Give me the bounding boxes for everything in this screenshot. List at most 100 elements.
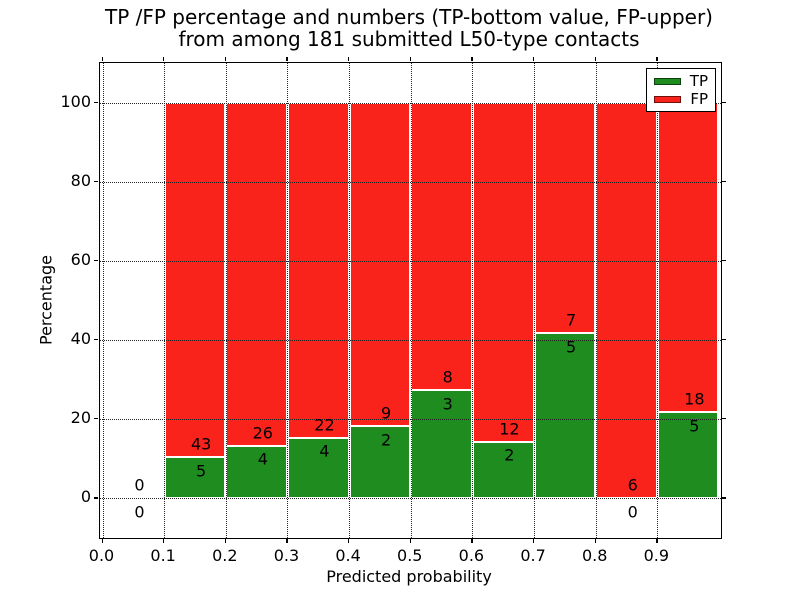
x-tick-mark xyxy=(656,56,658,61)
y-tick-mark xyxy=(93,418,98,420)
bar-fp-segment xyxy=(226,102,287,446)
x-tick-mark xyxy=(594,56,596,61)
x-tick-mark xyxy=(656,538,658,543)
tp-count-label: 3 xyxy=(442,394,453,414)
x-tick-mark xyxy=(163,56,165,61)
legend: TP FP xyxy=(646,68,716,112)
fp-count-label: 7 xyxy=(565,310,577,330)
x-tick-label: 0.3 xyxy=(273,546,300,565)
horizontal-grid-line xyxy=(100,498,721,500)
x-tick-mark xyxy=(286,56,288,61)
bar-tp-segment xyxy=(164,457,226,499)
fp-count-label: 9 xyxy=(381,403,392,423)
horizontal-grid-line xyxy=(100,181,721,183)
bar-fp-segment xyxy=(349,102,411,427)
fp-color-swatch xyxy=(654,95,681,103)
vertical-grid-line xyxy=(349,63,351,538)
tp-count-label: 5 xyxy=(689,416,700,436)
bar-fp-segment xyxy=(472,102,534,442)
x-tick-label: 0.0 xyxy=(88,546,115,565)
horizontal-grid-line xyxy=(100,260,721,262)
y-tick-mark xyxy=(721,418,726,420)
bar-tp-segment xyxy=(534,333,596,499)
bar-tp-segment xyxy=(411,390,472,499)
y-tick-mark xyxy=(721,101,726,103)
fp-count-label: 43 xyxy=(190,434,212,454)
tp-count-label: 4 xyxy=(319,441,330,461)
tp-count-label: 2 xyxy=(504,445,515,465)
y-tick-mark xyxy=(93,259,98,262)
vertical-grid-line xyxy=(472,63,474,538)
fp-count-label: 6 xyxy=(627,475,638,495)
tp-count-label: 0 xyxy=(627,502,638,522)
x-tick-label: 0.8 xyxy=(581,546,608,565)
bar-tp-segment xyxy=(287,437,349,499)
legend-label-tp: TP xyxy=(689,71,708,90)
plot-area: TP FP 0 0 43 5 26 4 22 4 9 2 8 3 12 2 7 5 6 0 18 5 xyxy=(99,62,722,539)
x-tick-label: 0.7 xyxy=(520,546,546,565)
vertical-grid-line xyxy=(657,63,659,538)
y-tick-mark xyxy=(721,180,726,182)
chart-title: TP /FP percentage and numbers (TP-bottom… xyxy=(105,6,713,50)
tp-count-label: 2 xyxy=(381,430,392,450)
x-tick-mark xyxy=(533,56,535,61)
y-tick-label: 100 xyxy=(60,91,91,111)
y-tick-mark xyxy=(721,339,726,341)
y-tick-label: 60 xyxy=(70,249,91,269)
bar-fp-segment xyxy=(164,102,226,458)
bar-tp-segment xyxy=(349,426,411,499)
horizontal-grid-line xyxy=(100,340,721,342)
fp-count-label: 0 xyxy=(134,475,145,495)
tp-count-label: 0 xyxy=(134,502,145,522)
legend-item-tp: TP xyxy=(654,71,708,90)
x-tick-label: 0.1 xyxy=(150,546,176,565)
bar-tp-segment xyxy=(226,445,287,499)
tp-color-swatch xyxy=(654,77,681,85)
x-tick-mark xyxy=(224,538,226,543)
y-tick-label: 20 xyxy=(70,408,91,428)
tp-count-label: 4 xyxy=(257,449,268,469)
vertical-grid-line xyxy=(287,63,289,538)
vertical-grid-line xyxy=(164,63,166,538)
chart-title-line2: from among 181 submitted L50-type contac… xyxy=(178,27,640,51)
y-tick-label: 80 xyxy=(70,170,91,190)
tp-count-label: 5 xyxy=(565,337,577,357)
y-tick-mark xyxy=(93,339,98,341)
y-tick-label: 0 xyxy=(80,487,91,507)
fp-count-label: 18 xyxy=(684,389,705,409)
bar-tp-segment xyxy=(472,441,534,499)
x-tick-mark xyxy=(286,538,288,543)
vertical-grid-line xyxy=(410,63,412,538)
x-tick-label: 0.6 xyxy=(458,546,485,565)
horizontal-grid-line xyxy=(100,419,721,421)
x-tick-label: 0.5 xyxy=(397,546,423,565)
x-tick-mark xyxy=(101,538,103,543)
bar-fp-segment xyxy=(534,102,596,334)
y-tick-mark xyxy=(93,180,98,182)
x-tick-mark xyxy=(101,56,103,61)
bar-fp-segment xyxy=(657,102,719,413)
x-tick-mark xyxy=(163,538,165,543)
y-tick-mark xyxy=(93,101,98,103)
x-tick-label: 0.4 xyxy=(335,546,361,565)
legend-item-fp: FP xyxy=(654,91,708,107)
y-tick-mark xyxy=(721,259,726,262)
fp-count-label: 26 xyxy=(252,423,273,443)
bar-fp-segment xyxy=(596,102,657,499)
x-tick-mark xyxy=(348,538,350,543)
x-tick-mark xyxy=(409,538,411,543)
bar-fp-segment xyxy=(287,102,349,438)
x-tick-label: 0.2 xyxy=(212,546,238,565)
fp-count-label: 8 xyxy=(442,367,453,387)
x-tick-mark xyxy=(471,56,473,61)
chart-title-line1: TP /FP percentage and numbers (TP-bottom… xyxy=(105,5,713,29)
horizontal-grid-line xyxy=(100,102,721,104)
fp-count-label: 12 xyxy=(499,419,520,439)
x-tick-label: 0.9 xyxy=(643,546,670,565)
vertical-grid-line xyxy=(595,63,597,538)
y-tick-label: 40 xyxy=(70,329,91,349)
tp-count-label: 5 xyxy=(196,461,207,481)
y-tick-mark xyxy=(721,497,726,499)
y-tick-mark xyxy=(93,497,98,499)
vertical-grid-line xyxy=(102,63,104,538)
